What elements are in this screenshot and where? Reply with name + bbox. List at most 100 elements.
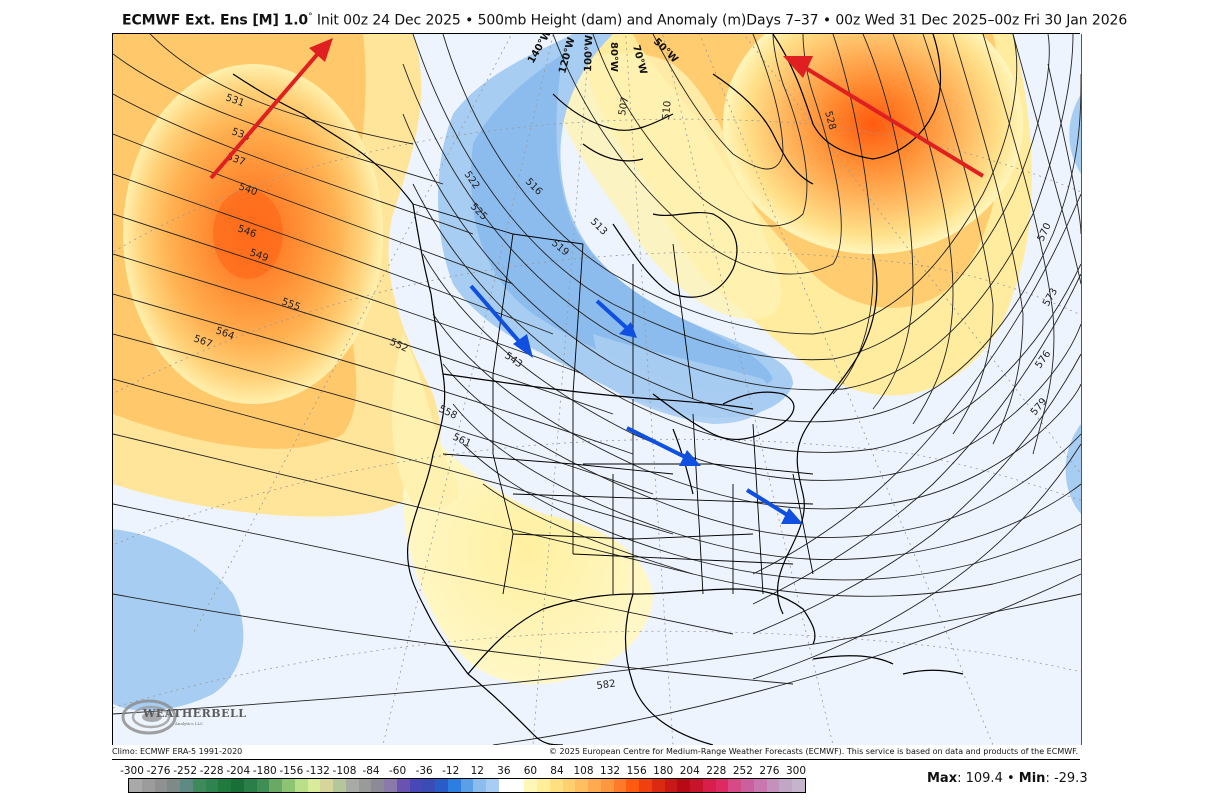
colorbar-swatch (256, 779, 270, 792)
colorbar-swatch (664, 779, 678, 792)
model-name: ECMWF Ext. Ens [M] 1.0 (122, 12, 309, 29)
colorbar-swatch (715, 779, 729, 792)
negative-anomaly-atlantic-edge (1065, 424, 1081, 514)
colorbar-tick-label: 276 (759, 765, 780, 777)
colorbar-swatch (294, 779, 308, 792)
colorbar-swatch (282, 779, 295, 792)
colorbar-tick-label: 36 (497, 765, 511, 777)
colorbar-swatch (511, 779, 525, 792)
colorbar-tick-label: 108 (573, 765, 594, 777)
colorbar-swatch (371, 779, 384, 792)
colorbar-tick-label: 204 (679, 765, 700, 777)
colorbar-tick-label: -108 (332, 765, 357, 777)
colorbar-tick-label: -228 (199, 765, 224, 777)
colorbar-swatch (345, 779, 359, 792)
colorbar-swatch (702, 779, 716, 792)
colorbar-swatch (358, 779, 372, 792)
svg-text:80°W: 80°W (608, 42, 619, 72)
colorbar-swatch (575, 779, 588, 792)
colorbar-swatch (498, 779, 512, 792)
colorbar-swatch (396, 779, 410, 792)
min-label: Min (1018, 771, 1046, 786)
colorbar-swatch (613, 779, 627, 792)
colorbar-swatch (447, 779, 461, 792)
colorbar-swatch (562, 779, 576, 792)
colorbar-swatch (626, 779, 639, 792)
colorbar-swatch (231, 779, 244, 792)
svg-text:528: 528 (822, 110, 838, 131)
graticule (113, 34, 1081, 745)
logo-subtext: Analytics LLC (175, 721, 204, 726)
positive-anomaly-greenland (553, 34, 1032, 396)
colorbar-swatch (460, 779, 474, 792)
logo-swirl-icon (121, 699, 177, 735)
colorbar-tick-label: -156 (279, 765, 304, 777)
negative-anomaly-canada-greatlakes (438, 34, 793, 424)
forecast-map: 531 534 537 540 546 549 555 564 567 552 … (112, 34, 1082, 745)
colorbar-tick-label: -276 (146, 765, 171, 777)
svg-text:582: 582 (596, 678, 616, 692)
anomaly-colorbar (128, 778, 806, 793)
colorbar-tick-label: -12 (442, 765, 460, 777)
colorbar-swatch (753, 779, 767, 792)
colorbar-tick-label: 60 (523, 765, 538, 777)
colorbar-tick-label: -132 (305, 765, 330, 777)
colorbar-tick-label: 180 (653, 765, 674, 777)
colorbar-tick-label: -204 (226, 765, 251, 777)
colorbar-swatch (167, 779, 180, 792)
colorbar-swatch (728, 779, 741, 792)
logo-text: WEATHERBELL (143, 707, 247, 720)
colorbar-swatch (154, 779, 168, 792)
colorbar-swatch (639, 779, 652, 792)
red-arrow-alaska (209, 38, 333, 180)
min-value: : -29.3 (1045, 771, 1088, 786)
colorbar-tick-label: -300 (120, 765, 144, 777)
colorbar-tick-label: 156 (626, 765, 647, 777)
colorbar-swatch (409, 779, 423, 792)
blue-arrow-midwest (626, 426, 701, 466)
colorbar-swatch (435, 779, 448, 792)
colorbar-tick-label: -252 (173, 765, 198, 777)
blue-cold-air-arrows (469, 284, 803, 524)
colorbar-swatch (384, 779, 397, 792)
max-value: : 109.4 • (957, 771, 1019, 786)
colorbar-swatch (192, 779, 206, 792)
colorbar-tick-label: -36 (415, 765, 433, 777)
colorbar-tick-label: 300 (785, 765, 807, 777)
coastlines-and-borders (232, 34, 964, 745)
title-divider (112, 33, 1080, 34)
colorbar-swatch (690, 779, 703, 792)
colorbar-swatch (269, 779, 282, 792)
blue-arrow-alberta (469, 284, 533, 358)
degree-symbol: ° (308, 12, 313, 22)
map-title: ECMWF Ext. Ens [M] 1.0° Init 00z 24 Dec … (122, 12, 1127, 29)
negative-anomaly-east-edge (1069, 94, 1081, 174)
red-arrow-greenland (783, 56, 985, 178)
svg-text:100°W: 100°W (583, 35, 595, 72)
colorbar-tick-label: -84 (362, 765, 380, 777)
colorbar-swatch (537, 779, 550, 792)
colorbar-swatch (741, 779, 754, 792)
colorbar-tick-label: 12 (470, 765, 484, 777)
colorbar-swatch (333, 779, 346, 792)
blue-arrow-manitoba (595, 299, 637, 338)
colorbar-tick-label: 252 (732, 765, 753, 777)
colorbar-swatch (422, 779, 435, 792)
colorbar-swatch (677, 779, 690, 792)
colorbar-tick-label: 84 (550, 765, 564, 777)
colorbar-swatch (141, 779, 155, 792)
footer-divider (112, 759, 1080, 760)
weatherbell-logo: WEATHERBELL Analytics LLC (119, 689, 246, 739)
colorbar-tick-labels: -300 -276 -252 -228 -204 -180 -156 -132 -108 -84 -… (118, 765, 814, 779)
colorbar-swatch (549, 779, 563, 792)
blue-arrow-carolinas (745, 488, 803, 524)
colorbar-swatch (600, 779, 614, 792)
colorbar-swatch (766, 779, 780, 792)
red-ridge-arrows (209, 38, 985, 180)
colorbar-tick-label: 228 (706, 765, 727, 777)
colorbar-swatch (218, 779, 231, 792)
colorbar-swatch (473, 779, 486, 792)
colorbar-swatch (486, 779, 499, 792)
init-and-period-text: Init 00z 24 Dec 2025 • 500mb Height (dam… (312, 12, 1128, 29)
colorbar-tick-label: -180 (252, 765, 277, 777)
